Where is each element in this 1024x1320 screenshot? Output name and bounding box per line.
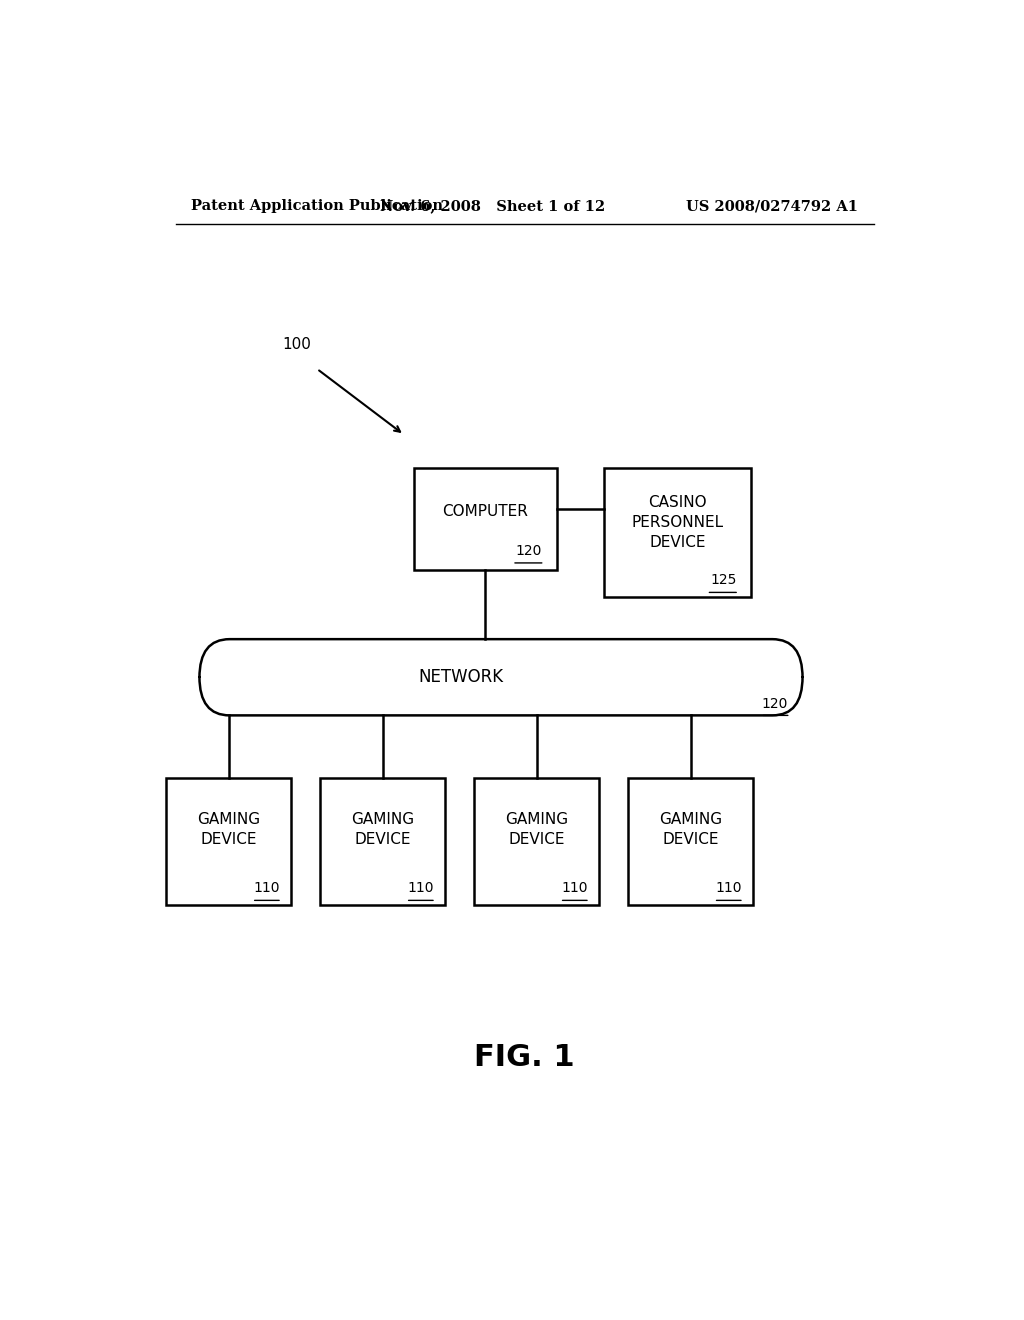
FancyBboxPatch shape — [414, 469, 557, 570]
FancyBboxPatch shape — [166, 779, 292, 906]
Text: 110: 110 — [407, 882, 433, 895]
Text: 110: 110 — [715, 882, 741, 895]
FancyBboxPatch shape — [200, 639, 803, 715]
Text: 120: 120 — [762, 697, 788, 711]
Text: US 2008/0274792 A1: US 2008/0274792 A1 — [686, 199, 858, 213]
Text: Nov. 6, 2008   Sheet 1 of 12: Nov. 6, 2008 Sheet 1 of 12 — [381, 199, 605, 213]
Text: GAMING
DEVICE: GAMING DEVICE — [198, 812, 260, 846]
FancyBboxPatch shape — [474, 779, 599, 906]
Text: 100: 100 — [283, 337, 311, 351]
Text: GAMING
DEVICE: GAMING DEVICE — [351, 812, 415, 846]
Text: GAMING
DEVICE: GAMING DEVICE — [505, 812, 568, 846]
Text: NETWORK: NETWORK — [419, 668, 504, 686]
Text: 125: 125 — [711, 573, 736, 587]
Text: Patent Application Publication: Patent Application Publication — [191, 199, 443, 213]
Text: FIG. 1: FIG. 1 — [474, 1043, 575, 1072]
Text: COMPUTER: COMPUTER — [442, 504, 528, 519]
Text: CASINO
PERSONNEL
DEVICE: CASINO PERSONNEL DEVICE — [632, 495, 724, 550]
Text: 110: 110 — [253, 882, 280, 895]
Text: 120: 120 — [516, 544, 543, 558]
FancyBboxPatch shape — [628, 779, 754, 906]
FancyBboxPatch shape — [604, 469, 751, 598]
Text: GAMING
DEVICE: GAMING DEVICE — [659, 812, 722, 846]
FancyBboxPatch shape — [321, 779, 445, 906]
Text: 110: 110 — [561, 882, 588, 895]
